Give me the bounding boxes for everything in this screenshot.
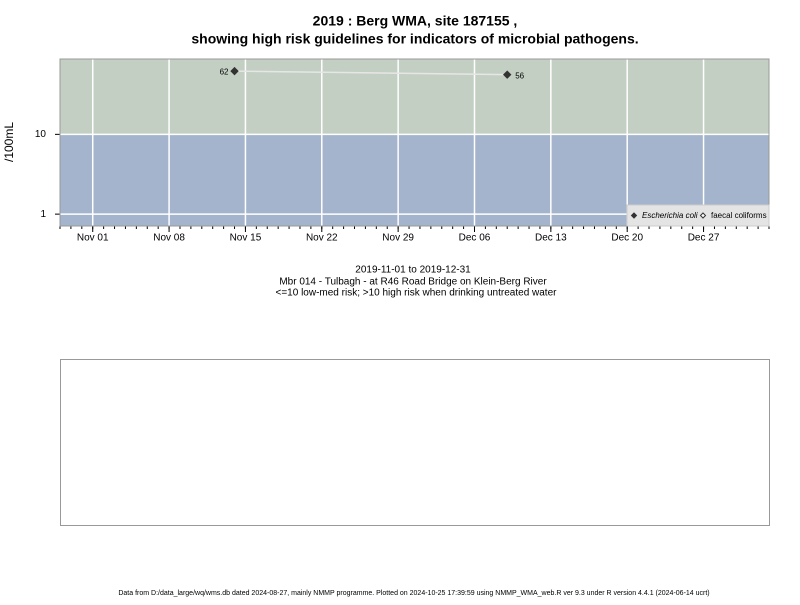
subtitle: <=10 low-med risk; >10 high risk when dr… <box>276 288 558 299</box>
chart-title: showing high risk guidelines for indicat… <box>191 31 638 47</box>
data-label: 56 <box>515 71 524 80</box>
x-tick-label: Dec 13 <box>535 233 567 244</box>
x-tick-label: Dec 27 <box>688 233 720 244</box>
subtitle: 2019-11-01 to 2019-12-31 <box>355 265 471 276</box>
x-tick-label: Nov 15 <box>230 233 262 244</box>
legend-label: Escherichia coli <box>642 211 698 220</box>
legend-label: faecal coliforms <box>711 211 767 220</box>
x-tick-label: Dec 06 <box>459 233 491 244</box>
empty-panel <box>60 359 770 526</box>
y-axis-label: /100mL <box>2 122 16 162</box>
high-risk-band <box>60 59 769 135</box>
chart-title: 2019 : Berg WMA, site 187155 , <box>313 13 518 29</box>
data-point <box>503 70 512 79</box>
subtitle: Mbr 014 - Tulbagh - at R46 Road Bridge o… <box>279 277 547 288</box>
legend-symbol <box>630 212 638 219</box>
legend-box <box>626 204 770 227</box>
footer: Data from D:/data_large/wq/wms.db dated … <box>118 590 709 597</box>
plot-frame <box>59 58 770 227</box>
data-label: 62 <box>220 68 229 77</box>
x-tick-label: Dec 20 <box>611 233 643 244</box>
series-line <box>234 70 508 76</box>
x-tick-label: Nov 08 <box>153 233 185 244</box>
y-tick-label: 10 <box>35 129 47 140</box>
x-tick-label: Nov 01 <box>77 233 109 244</box>
y-tick-label: 1 <box>40 209 46 220</box>
x-tick-label: Nov 29 <box>382 233 414 244</box>
legend-symbol <box>699 212 707 219</box>
data-point <box>230 66 239 76</box>
x-tick-label: Nov 22 <box>306 233 338 244</box>
